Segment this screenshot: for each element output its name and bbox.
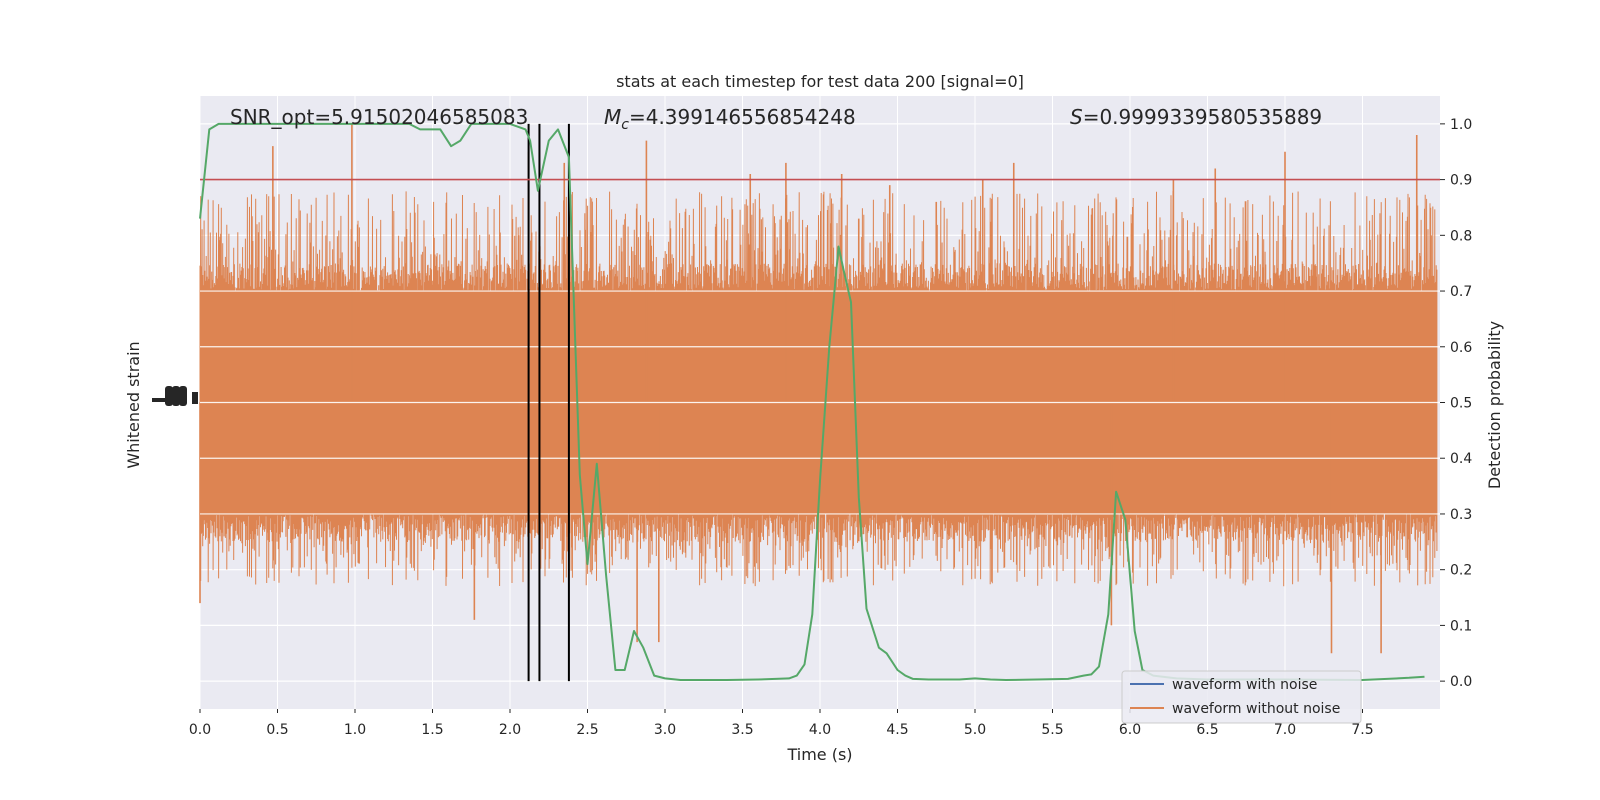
right-tick-label-1: 0.1 <box>1450 618 1472 634</box>
x-axis-label: Time (s) <box>786 745 852 764</box>
annotation-snr: SNR_opt=5.91502046585083 <box>230 105 528 129</box>
vertical-markers <box>527 123 570 682</box>
right-y-axis-label: Detection probability <box>1485 321 1504 489</box>
legend-label-with-noise: waveform with noise <box>1172 677 1317 693</box>
right-tick-label-10: 1.0 <box>1450 117 1472 133</box>
left-axis-tick-mark <box>192 392 198 404</box>
x-tick-label-10: 5.0 <box>964 722 986 738</box>
left-axis-tick-label-blob-0 <box>165 386 173 406</box>
x-tick-label-14: 7.0 <box>1274 722 1296 738</box>
right-tick-label-9: 0.9 <box>1450 173 1472 189</box>
detection-probability-line <box>199 122 1425 681</box>
legend: waveform with noise waveform without noi… <box>1121 670 1362 724</box>
x-tick-label-9: 4.5 <box>886 722 908 738</box>
x-tick-label-3: 1.5 <box>421 722 443 738</box>
right-tick-label-6: 0.6 <box>1450 340 1472 356</box>
probability-series <box>199 122 1425 681</box>
x-tick-label-13: 6.5 <box>1196 722 1218 738</box>
right-tick-label-8: 0.8 <box>1450 228 1472 244</box>
annotation-chirp-mass-symbol: M <box>604 105 621 129</box>
x-tick-label-15: 7.5 <box>1351 722 1373 738</box>
annotation-chirp-mass: Mc=4.399146556854248 <box>604 105 856 133</box>
x-tick-label-1: 0.5 <box>266 722 288 738</box>
x-tick-label-5: 2.5 <box>576 722 598 738</box>
x-tick-label-6: 3.0 <box>654 722 676 738</box>
noise-waveform-series <box>199 123 1440 654</box>
annotation-chirp-mass-value: =4.399146556854248 <box>629 105 856 129</box>
left-axis-tick-label-blob-1 <box>172 386 180 406</box>
x-tick-label-0: 0.0 <box>189 722 211 738</box>
right-tick-label-7: 0.7 <box>1450 284 1472 300</box>
annotation-score-value: =0.9999339580535889 <box>1083 105 1322 129</box>
x-tick-label-8: 4.0 <box>809 722 831 738</box>
x-tick-label-4: 2.0 <box>499 722 521 738</box>
right-tick-label-3: 0.3 <box>1450 507 1472 523</box>
right-tick-label-0: 0.0 <box>1450 674 1472 690</box>
left-y-axis-label: Whitened strain <box>124 341 143 468</box>
annotation-chirp-mass-subscript: c <box>621 117 629 133</box>
x-axis-ticks: 0.0 0.5 1.0 1.5 2.0 2.5 3.0 3.5 4.0 4.5 5.0 5.5 6.0 6… <box>189 709 1374 738</box>
right-tick-label-5: 0.5 <box>1450 396 1472 412</box>
x-tick-label-2: 1.0 <box>344 722 366 738</box>
annotation-score: S=0.9999339580535889 <box>1070 105 1322 129</box>
x-tick-label-12: 6.0 <box>1119 722 1141 738</box>
legend-box <box>1121 670 1362 724</box>
left-axis-tick-label-blob-2 <box>179 386 187 406</box>
legend-label-without-noise: waveform without noise <box>1172 701 1340 717</box>
right-axis-ticks: 0.0 0.1 0.2 0.3 0.4 0.5 0.6 0.7 0.8 0.9 1.0 <box>1440 117 1472 690</box>
left-axis-minus-sign <box>152 398 168 402</box>
right-tick-label-2: 0.2 <box>1450 563 1472 579</box>
chart-title: stats at each timestep for test data 200… <box>616 72 1024 91</box>
left-axis <box>152 386 198 406</box>
annotation-score-symbol: S <box>1070 105 1083 129</box>
x-tick-label-7: 3.5 <box>731 722 753 738</box>
right-tick-label-4: 0.4 <box>1450 451 1472 467</box>
x-tick-label-11: 5.5 <box>1041 722 1063 738</box>
